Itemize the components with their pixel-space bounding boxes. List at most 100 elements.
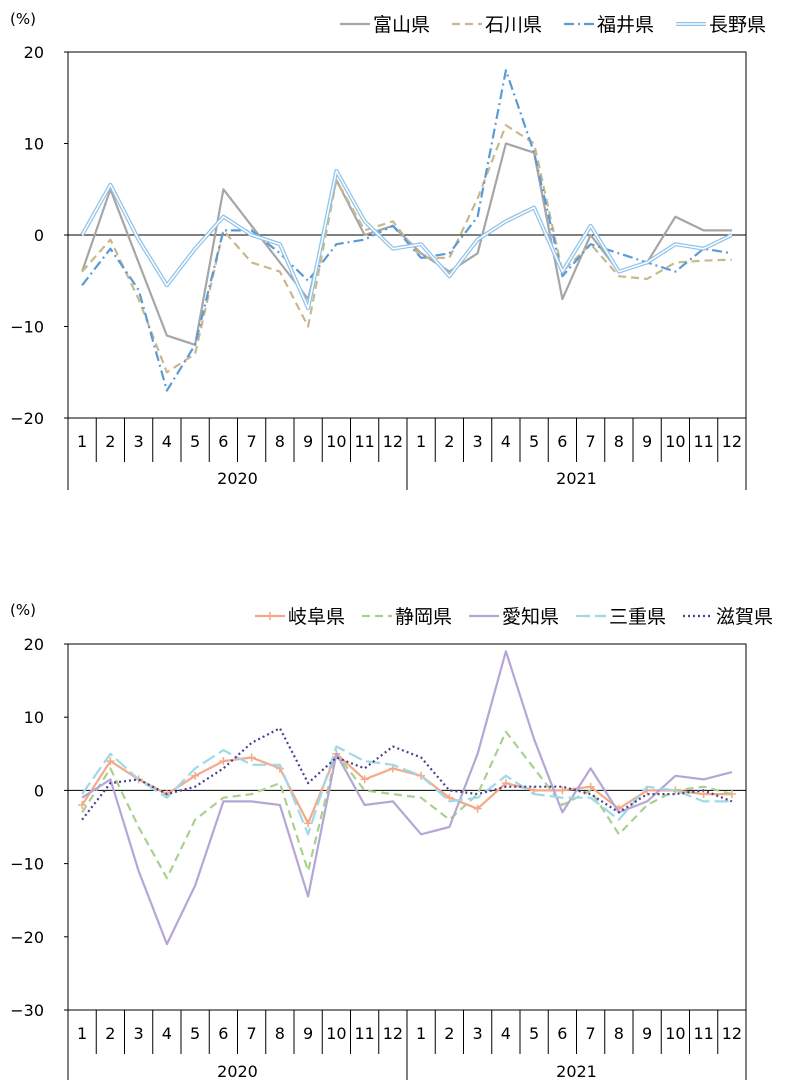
legend-label: 岐阜県 bbox=[288, 606, 345, 628]
x-tick-label: 10 bbox=[665, 432, 685, 451]
data-point bbox=[219, 757, 228, 766]
x-tick-label: 5 bbox=[529, 1024, 539, 1043]
year-label: 2021 bbox=[556, 469, 597, 488]
y-tick-label: −20 bbox=[10, 409, 44, 428]
x-tick-label: 1 bbox=[416, 432, 426, 451]
legend-label: 滋賀県 bbox=[716, 606, 773, 628]
legend-label: 静岡県 bbox=[395, 606, 452, 628]
series-line bbox=[81, 730, 733, 880]
series-1 bbox=[78, 749, 736, 828]
y-tick-label: −20 bbox=[10, 928, 44, 947]
data-point bbox=[106, 757, 115, 766]
x-tick-label: 4 bbox=[162, 1024, 172, 1043]
x-tick-label: 12 bbox=[722, 1024, 742, 1043]
y-tick-label: 10 bbox=[24, 708, 44, 727]
x-tick-label: 3 bbox=[473, 432, 483, 451]
x-tick-label: 4 bbox=[162, 432, 172, 451]
x-tick-label: 9 bbox=[642, 1024, 652, 1043]
x-tick-label: 7 bbox=[586, 432, 596, 451]
x-tick-label: 7 bbox=[247, 1024, 257, 1043]
series-5 bbox=[81, 727, 733, 821]
legend-item: 静岡県 bbox=[362, 606, 452, 628]
data-point bbox=[473, 804, 482, 813]
x-tick-label: 3 bbox=[134, 432, 144, 451]
y-tick-label: 0 bbox=[34, 226, 44, 245]
legend-label: 石川県 bbox=[485, 14, 542, 36]
x-tick-label: 4 bbox=[501, 1024, 511, 1043]
x-tick-label: 11 bbox=[354, 1024, 374, 1043]
x-tick-label: 4 bbox=[501, 432, 511, 451]
x-tick-label: 1 bbox=[77, 1024, 87, 1043]
x-tick-label: 2 bbox=[105, 1024, 115, 1043]
x-tick-label: 6 bbox=[218, 432, 228, 451]
series-1 bbox=[81, 142, 732, 346]
legend-label: 長野県 bbox=[709, 14, 766, 36]
series-line bbox=[81, 727, 733, 821]
series-3 bbox=[81, 69, 733, 392]
legend-label: 愛知県 bbox=[502, 606, 559, 628]
data-point bbox=[247, 753, 256, 762]
x-tick-label: 11 bbox=[354, 432, 374, 451]
series-2 bbox=[81, 124, 732, 374]
series-line bbox=[81, 69, 733, 392]
x-tick-label: 10 bbox=[326, 432, 346, 451]
legend-item: 石川県 bbox=[452, 14, 542, 36]
x-tick-label: 9 bbox=[642, 432, 652, 451]
legend-label: 富山県 bbox=[373, 14, 430, 36]
y-tick-label: −10 bbox=[10, 318, 44, 337]
series-line bbox=[81, 142, 732, 346]
x-tick-label: 6 bbox=[557, 1024, 567, 1043]
y-tick-label: 20 bbox=[24, 43, 44, 62]
legend-label: 福井県 bbox=[597, 14, 654, 36]
plot-frame bbox=[67, 643, 747, 1011]
series-4 bbox=[80, 168, 733, 311]
x-tick-label: 1 bbox=[416, 1024, 426, 1043]
x-tick-label: 6 bbox=[557, 432, 567, 451]
year-label: 2021 bbox=[556, 1062, 597, 1080]
year-label: 2020 bbox=[217, 469, 258, 488]
x-tick-label: 12 bbox=[383, 1024, 403, 1043]
legend-item: 福井県 bbox=[564, 14, 654, 36]
x-tick-label: 8 bbox=[614, 1024, 624, 1043]
legend-item: 富山県 bbox=[340, 14, 430, 36]
y-tick-label: −10 bbox=[10, 855, 44, 874]
data-point bbox=[191, 771, 200, 780]
legend-marker bbox=[266, 612, 274, 620]
series-line bbox=[81, 752, 732, 825]
x-tick-label: 7 bbox=[586, 1024, 596, 1043]
x-tick-label: 10 bbox=[326, 1024, 346, 1043]
x-tick-label: 10 bbox=[665, 1024, 685, 1043]
data-point bbox=[78, 801, 87, 810]
x-tick-label: 9 bbox=[303, 432, 313, 451]
y-tick-label: 20 bbox=[24, 635, 44, 654]
x-tick-label: 3 bbox=[134, 1024, 144, 1043]
series-line bbox=[81, 124, 732, 374]
legend-item: 三重県 bbox=[576, 606, 666, 628]
legend-label: 三重県 bbox=[609, 606, 666, 628]
x-tick-label: 7 bbox=[247, 432, 257, 451]
x-tick-label: 1 bbox=[77, 432, 87, 451]
x-tick-label: 8 bbox=[614, 432, 624, 451]
x-tick-label: 2 bbox=[444, 1024, 454, 1043]
series-2 bbox=[81, 730, 733, 880]
y-tick-label: 10 bbox=[24, 135, 44, 154]
year-label: 2020 bbox=[217, 1062, 258, 1080]
x-tick-label: 12 bbox=[722, 432, 742, 451]
series-line-inner bbox=[81, 170, 733, 309]
x-tick-label: 12 bbox=[383, 432, 403, 451]
y-tick-label: 0 bbox=[34, 781, 44, 800]
x-tick-label: 5 bbox=[190, 1024, 200, 1043]
data-point bbox=[304, 819, 313, 828]
x-tick-label: 8 bbox=[275, 1024, 285, 1043]
x-tick-label: 9 bbox=[303, 1024, 313, 1043]
series-4 bbox=[81, 745, 732, 836]
data-point bbox=[360, 775, 369, 784]
x-tick-label: 5 bbox=[529, 432, 539, 451]
data-point bbox=[558, 786, 567, 795]
x-tick-label: 3 bbox=[473, 1024, 483, 1043]
legend-item: 長野県 bbox=[676, 14, 766, 36]
unit-label: (%) bbox=[10, 601, 36, 619]
